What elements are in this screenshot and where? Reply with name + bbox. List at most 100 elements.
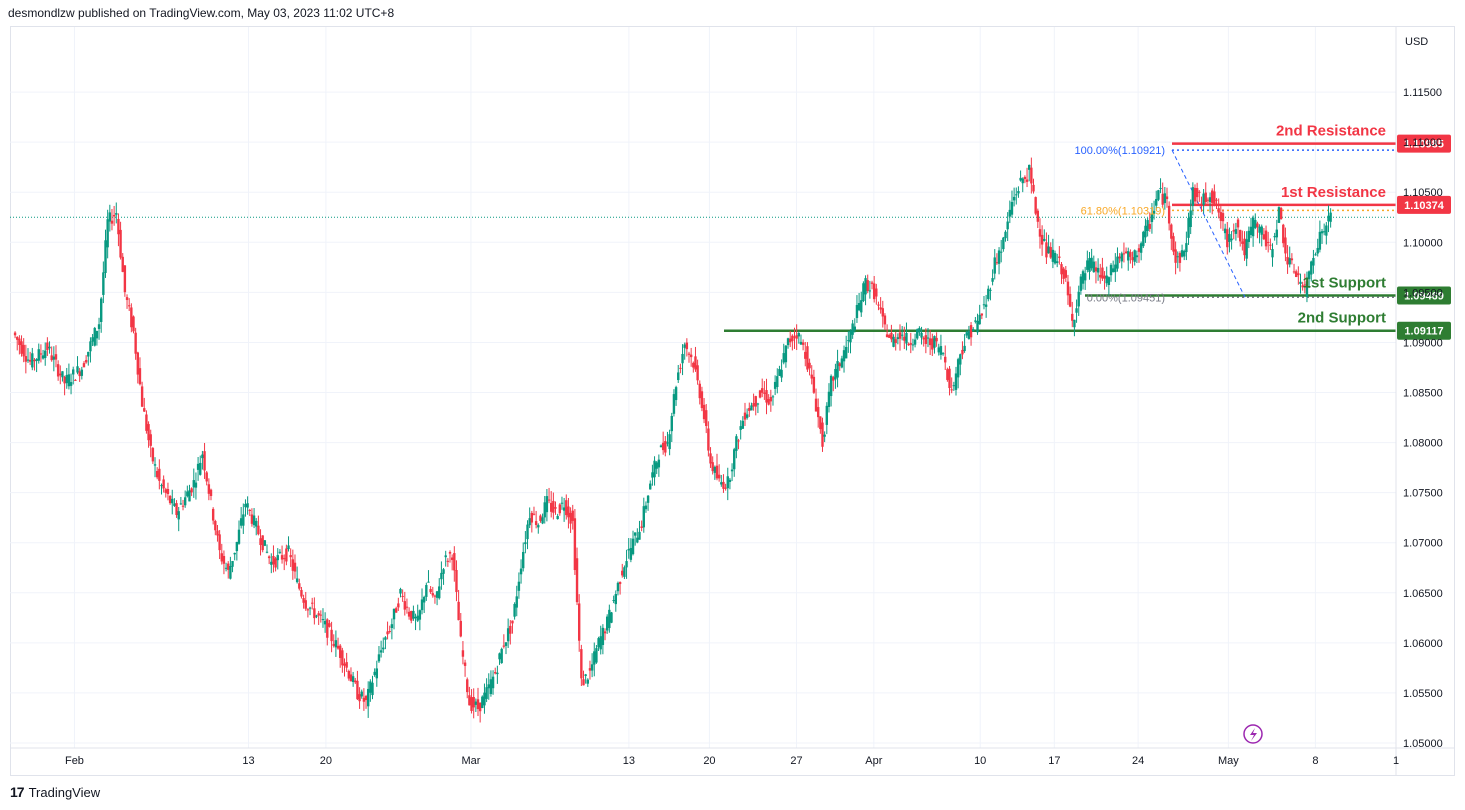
price-chart[interactable]: 2nd Resistance 1.10985 1st Resistance 1.103… (0, 0, 1465, 780)
x-tick-label: 20 (703, 755, 715, 767)
candle-body (158, 468, 161, 481)
candle-body (450, 557, 454, 560)
candle-body (390, 624, 394, 629)
candle-body (674, 387, 678, 401)
candle-body (948, 368, 951, 389)
candle-body (127, 305, 131, 307)
candle-body (629, 547, 633, 560)
candle-body (175, 503, 178, 516)
y-tick-label: 1.05000 (1403, 738, 1443, 750)
candle-body (285, 548, 288, 562)
y-tick-label: 1.11500 (1403, 87, 1442, 99)
1st-resistance-label: 1st Resistance (1281, 184, 1386, 201)
candle-body (87, 351, 90, 357)
candle-body (840, 358, 844, 368)
candle-body (334, 640, 338, 648)
candle-body (95, 330, 99, 339)
candle-body (1213, 191, 1216, 206)
candle-body (205, 472, 208, 482)
candle-body (311, 602, 314, 604)
candle-body (911, 344, 915, 346)
candle-body (987, 288, 990, 300)
candle-body (1264, 230, 1268, 247)
candle-body (1152, 210, 1156, 214)
candle-body (360, 691, 363, 697)
candle-body (821, 422, 824, 447)
candle-body (928, 338, 932, 346)
candle-body (537, 525, 540, 528)
candle-body (853, 326, 856, 331)
candle-body (717, 474, 721, 479)
candle-body (1180, 250, 1184, 257)
candle-body (1230, 238, 1233, 241)
candle-body (603, 631, 607, 634)
candle-body (1185, 243, 1188, 253)
candle-body (31, 353, 34, 368)
candle-body (199, 462, 202, 475)
candle-body (1239, 229, 1242, 242)
candle-body (567, 506, 570, 518)
levels-layer (10, 142, 1396, 332)
candle-body (1071, 313, 1074, 321)
candle-body (1163, 193, 1167, 204)
candle-body (112, 214, 116, 217)
candle-body (1135, 255, 1139, 258)
candle-body (959, 354, 962, 365)
candle-body (771, 396, 775, 398)
candle-body (130, 307, 133, 328)
candle-body (659, 445, 663, 448)
candle-body (935, 337, 938, 342)
candle-body (338, 645, 342, 658)
candle-body (552, 500, 555, 513)
candle-body (584, 674, 587, 676)
candle-body (870, 282, 874, 284)
candle-body (1129, 252, 1132, 257)
candle-body (1122, 253, 1126, 255)
candle-body (1226, 229, 1229, 248)
candle-body (1105, 275, 1108, 284)
candle-body (414, 616, 417, 619)
candle-body (425, 585, 428, 597)
candle-body (84, 359, 88, 363)
candle-body (860, 300, 863, 313)
candle-body (457, 601, 460, 621)
candle-body (1303, 284, 1306, 286)
candle-body (1081, 271, 1085, 284)
candle-body (270, 561, 273, 565)
candle-body (259, 538, 262, 546)
candle-body (1019, 177, 1022, 181)
candle-body (1120, 253, 1123, 262)
candle-body (1269, 244, 1272, 246)
candle-body (420, 599, 424, 611)
candle-body (227, 563, 230, 570)
candle-body (1167, 205, 1171, 224)
candle-body (181, 505, 185, 507)
candle-body (136, 352, 140, 375)
candle-body (808, 362, 811, 369)
candle-body (72, 369, 75, 375)
candle-body (50, 355, 53, 361)
candle-body (470, 697, 473, 711)
candle-body (80, 369, 84, 376)
candle-body (784, 345, 788, 363)
candle-body (272, 555, 275, 565)
candle-body (233, 552, 236, 555)
candle-body (1247, 230, 1251, 242)
candle-body (816, 407, 820, 418)
candle-body (681, 353, 684, 364)
candle-body (261, 535, 264, 551)
candle-body (1195, 188, 1199, 198)
candle-body (995, 262, 999, 264)
candle-body (1055, 261, 1059, 263)
candle-body (1290, 258, 1294, 261)
candle-body (216, 530, 219, 536)
candle-body (496, 672, 499, 675)
candle-body (224, 567, 228, 569)
candle-body (580, 649, 583, 679)
candle-body (890, 332, 893, 340)
candle-body (399, 588, 402, 594)
candle-body (819, 416, 822, 430)
candle-body (515, 596, 518, 608)
candle-body (608, 609, 611, 629)
candle-body (1232, 230, 1235, 232)
